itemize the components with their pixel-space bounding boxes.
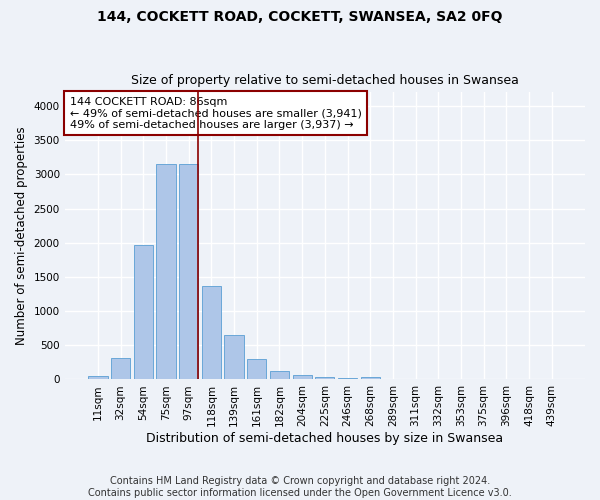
Bar — [338, 378, 357, 380]
Bar — [134, 245, 153, 380]
Y-axis label: Number of semi-detached properties: Number of semi-detached properties — [15, 126, 28, 345]
Bar — [88, 376, 107, 380]
Text: 144 COCKETT ROAD: 86sqm
← 49% of semi-detached houses are smaller (3,941)
49% of: 144 COCKETT ROAD: 86sqm ← 49% of semi-de… — [70, 96, 362, 130]
Bar — [406, 379, 425, 380]
Bar — [315, 377, 334, 380]
Text: Contains HM Land Registry data © Crown copyright and database right 2024.
Contai: Contains HM Land Registry data © Crown c… — [88, 476, 512, 498]
Bar — [179, 164, 199, 380]
Bar — [361, 378, 380, 380]
Bar — [111, 358, 130, 380]
Bar — [157, 164, 176, 380]
Bar — [224, 336, 244, 380]
Bar — [247, 358, 266, 380]
Bar — [202, 286, 221, 380]
Bar — [383, 378, 403, 380]
Bar — [270, 371, 289, 380]
X-axis label: Distribution of semi-detached houses by size in Swansea: Distribution of semi-detached houses by … — [146, 432, 503, 445]
Text: 144, COCKETT ROAD, COCKETT, SWANSEA, SA2 0FQ: 144, COCKETT ROAD, COCKETT, SWANSEA, SA2… — [97, 10, 503, 24]
Bar — [293, 376, 312, 380]
Title: Size of property relative to semi-detached houses in Swansea: Size of property relative to semi-detach… — [131, 74, 519, 87]
